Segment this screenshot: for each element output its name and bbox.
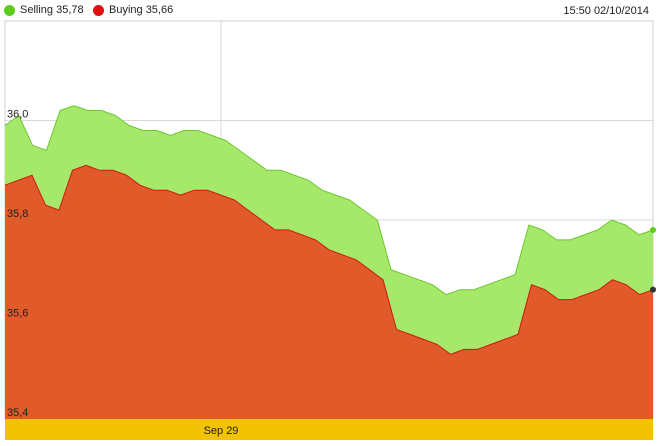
- legend: Selling 35,78 Buying 35,66 15:50 02/10/2…: [0, 0, 657, 22]
- timestamp: 15:50 02/10/2014: [563, 5, 649, 17]
- x-band-label: Sep 29: [204, 425, 239, 437]
- buying-area: [5, 165, 653, 419]
- buying-dot-icon: [93, 4, 104, 16]
- legend-buying-label: Buying 35,66: [109, 4, 174, 16]
- legend-item-buying[interactable]: Buying 35,66: [93, 4, 173, 16]
- selling-dot-icon: [4, 4, 15, 16]
- buying-last-point: [650, 286, 656, 293]
- y-tick-label: 35,6: [7, 308, 28, 320]
- legend-selling-label: Selling 35,78: [20, 4, 84, 16]
- y-tick-label: 35,4: [7, 407, 28, 419]
- buying-line: [4, 164, 654, 355]
- selling-line: [4, 105, 654, 296]
- date-band: [5, 419, 653, 440]
- y-tick-label: 36,0: [7, 109, 28, 121]
- y-tick-label: 35,8: [7, 208, 28, 220]
- legend-item-selling[interactable]: Selling 35,78: [4, 4, 84, 16]
- selling-last-point: [650, 226, 656, 233]
